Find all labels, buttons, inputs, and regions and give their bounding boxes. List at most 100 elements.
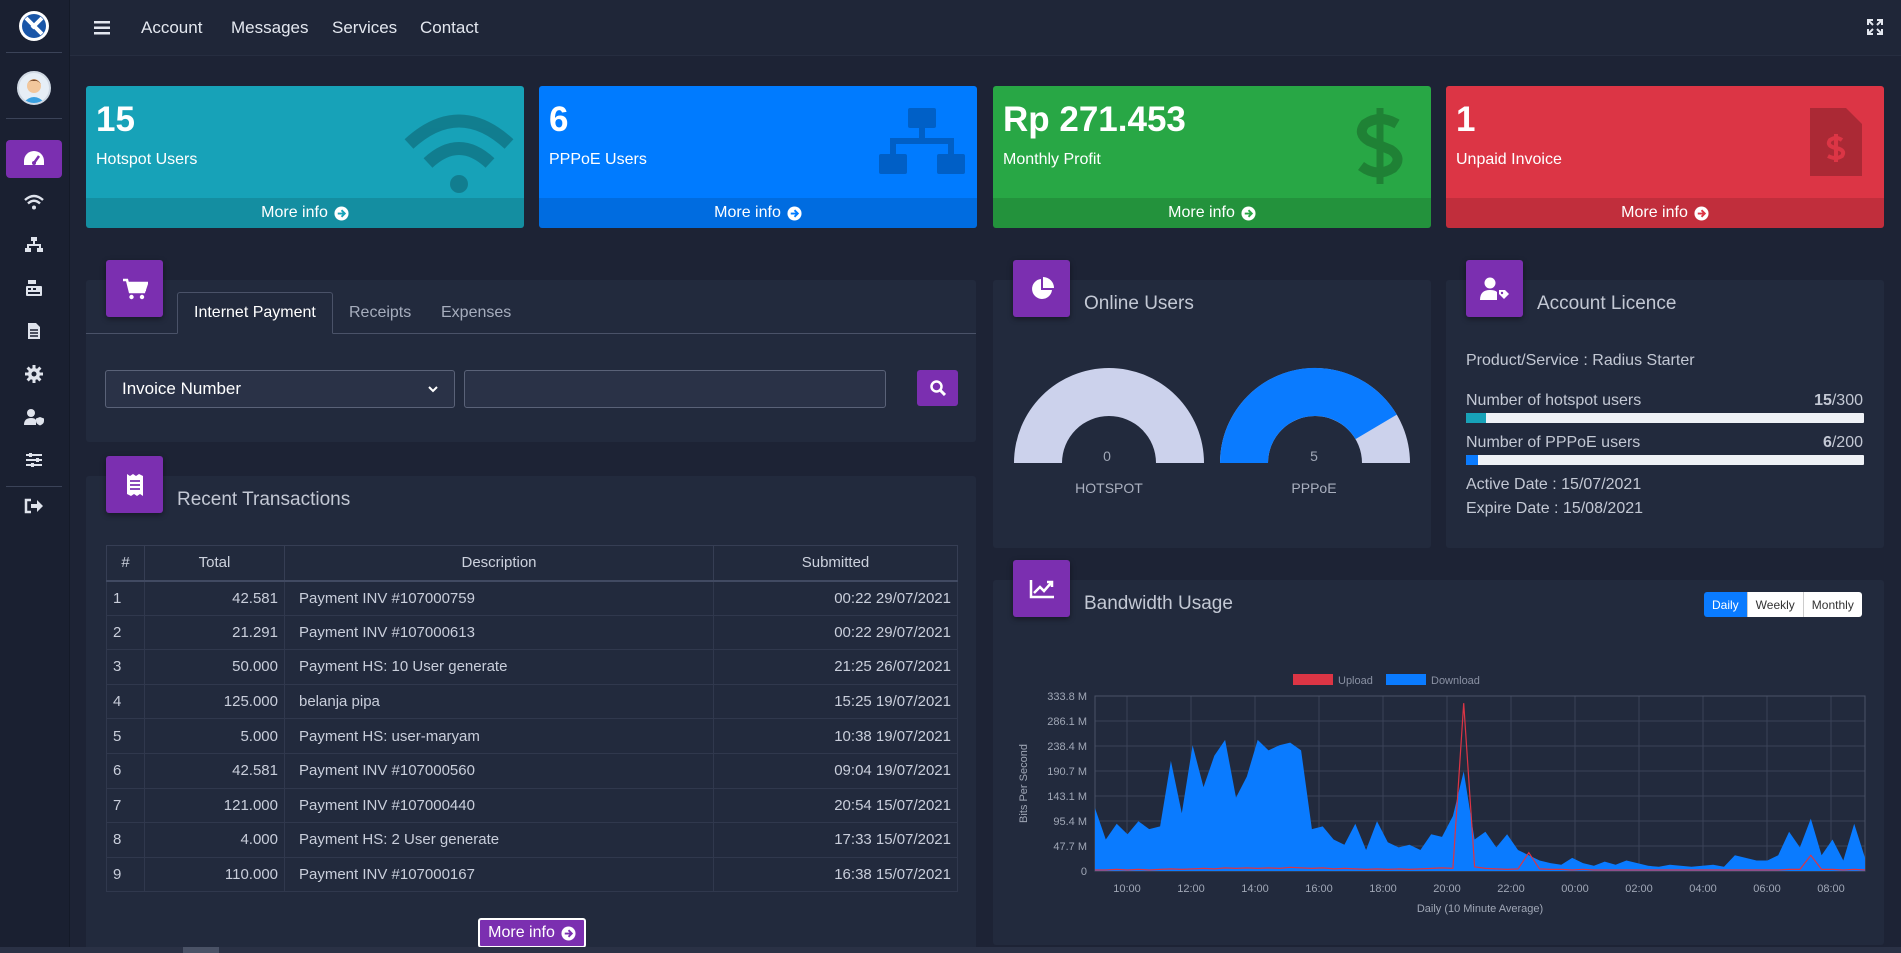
sidebar-divider [6, 118, 62, 119]
sidebar-item-system[interactable] [6, 441, 62, 479]
x-tick-label: 00:00 [1561, 883, 1589, 895]
row-submitted: 15:25 19/07/2021 [713, 683, 958, 720]
pie-chart-icon [1031, 276, 1054, 299]
nav-link-services[interactable]: Services [332, 18, 398, 37]
row-total: 4.000 [144, 822, 285, 858]
hotspot-gauge [1014, 368, 1204, 463]
row-description: Payment HS: 10 User generate [284, 649, 714, 685]
pppoe-quota-value: 6/200 [1823, 434, 1863, 452]
x-tick-label: 06:00 [1753, 883, 1781, 895]
tab-internet-payment[interactable]: Internet Payment [177, 292, 333, 334]
tab-expenses[interactable]: Expenses [441, 304, 512, 321]
bar-fill [1466, 413, 1486, 423]
x-axis-label: Daily (10 Minute Average) [1417, 903, 1543, 915]
hotspot-quota-bar [1466, 413, 1864, 423]
sliders-icon [26, 453, 42, 467]
horizontal-scrollbar[interactable] [0, 947, 1901, 953]
range-daily-button[interactable]: Daily [1704, 592, 1747, 617]
bandwidth-title: Bandwidth Usage [1084, 593, 1233, 614]
transactions-more-info-button[interactable]: More info [478, 918, 586, 948]
sidebar-item-pppoe[interactable] [6, 226, 62, 264]
row-submitted: 20:54 15/07/2021 [713, 787, 958, 824]
card-label: Hotspot Users [96, 151, 198, 168]
y-tick-label: 238.4 M [1047, 741, 1087, 753]
search-button[interactable] [917, 370, 958, 406]
scrollbar-thumb[interactable] [183, 947, 219, 953]
x-tick-label: 20:00 [1433, 883, 1461, 895]
transactions-title: Recent Transactions [177, 489, 351, 510]
pppoe-gauge [1220, 367, 1410, 463]
row-total: 5.000 [144, 718, 285, 754]
row-number: 4 [106, 683, 145, 720]
sidebar-item-cashier[interactable] [6, 269, 62, 307]
x-tick-label: 16:00 [1305, 883, 1333, 895]
app-logo[interactable] [18, 10, 50, 42]
card-hotspot-users: 15 Hotspot Users More info [86, 86, 524, 228]
row-description: Payment HS: user-maryam [284, 718, 714, 754]
card-pppoe-users: 6 PPPoE Users More info [539, 86, 977, 228]
arrow-circle-right-icon [1694, 205, 1709, 221]
hotspot-gauge-label: HOTSPOT [1075, 480, 1143, 496]
chart-line-icon [1029, 579, 1054, 598]
arrow-circle-right-icon [334, 205, 349, 221]
legend-label: Download [1431, 675, 1480, 687]
row-total: 42.581 [144, 580, 285, 616]
card-more-info-link[interactable]: More info [1446, 198, 1884, 228]
menu-toggle-button[interactable] [94, 20, 110, 40]
row-description: belanja pipa [284, 683, 714, 720]
sidebar-item-logout[interactable] [6, 487, 62, 525]
x-tick-label: 12:00 [1177, 883, 1205, 895]
row-number: 3 [106, 649, 145, 685]
range-monthly-button[interactable]: Monthly [1802, 592, 1862, 617]
y-tick-label: 333.8 M [1047, 691, 1087, 703]
column-header[interactable]: # [106, 545, 145, 582]
sidebar-item-settings[interactable] [6, 355, 62, 393]
table-row: 8 4.000 Payment HS: 2 User generate 17:33 1… [106, 822, 958, 858]
row-description: Payment INV #107000167 [284, 856, 714, 893]
table-row: 3 50.000 Payment HS: 10 User generate 21:25… [106, 649, 958, 685]
column-header[interactable]: Total [144, 545, 285, 582]
nav-link-contact[interactable]: Contact [420, 18, 479, 37]
account-licence-title: Account Licence [1537, 293, 1677, 314]
row-description: Payment INV #107000440 [284, 787, 714, 824]
column-header[interactable]: Submitted [713, 545, 958, 582]
chevron-down-icon [428, 385, 438, 392]
card-more-info-link[interactable]: More info [539, 198, 977, 228]
y-tick-label: 95.4 M [1053, 816, 1087, 828]
card-more-info-link[interactable]: More info [86, 198, 524, 228]
tab-receipts[interactable]: Receipts [349, 304, 412, 321]
gear-icon [25, 365, 43, 383]
hotspot-gauge-value: 0 [1103, 448, 1111, 464]
sidebar-item-hotspot[interactable] [6, 183, 62, 221]
nav-link-messages[interactable]: Messages [231, 18, 309, 37]
more-info-label: More info [1621, 204, 1688, 221]
card-more-info-link[interactable]: More info [993, 198, 1431, 228]
pppoe-gauge-label: PPPoE [1291, 480, 1337, 496]
table-row: 9 110.000 Payment INV #107000167 16:38 15/0… [106, 856, 958, 893]
sidebar-item-admin-users[interactable] [6, 398, 62, 436]
y-tick-label: 143.1 M [1047, 791, 1087, 803]
card-value: 1 [1456, 100, 1476, 139]
hotspot-quota-value: 15/300 [1814, 392, 1863, 410]
nav-link-account[interactable]: Account [141, 18, 203, 37]
shopping-cart-icon [122, 278, 148, 299]
sidebar-item-dashboard[interactable] [6, 140, 62, 178]
card-value: Rp 271.453 [1003, 100, 1186, 139]
pppoe-quota-bar [1466, 455, 1864, 465]
legend-swatch [1386, 674, 1426, 685]
range-weekly-button[interactable]: Weekly [1746, 592, 1803, 617]
sidebar-item-reports[interactable] [6, 312, 62, 350]
x-tick-label: 18:00 [1369, 883, 1397, 895]
avatar[interactable] [17, 71, 51, 105]
arrow-circle-right-icon [1241, 205, 1256, 221]
online-users-title: Online Users [1084, 293, 1194, 314]
receipt-icon [126, 473, 143, 496]
fullscreen-button[interactable] [1867, 19, 1883, 40]
gauge-track [1014, 368, 1204, 463]
table-row: 5 5.000 Payment HS: user-maryam 10:38 19/07… [106, 718, 958, 754]
x-tick-label: 22:00 [1497, 883, 1525, 895]
column-header[interactable]: Description [284, 545, 714, 582]
row-number: 6 [106, 752, 145, 789]
payment-type-select[interactable]: Invoice Number [105, 370, 455, 408]
payment-search-input[interactable] [464, 370, 886, 408]
